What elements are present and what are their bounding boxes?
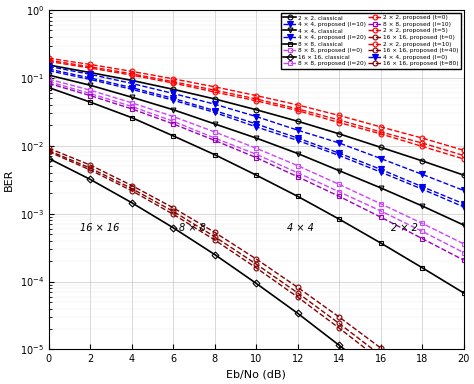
Text: 16 × 16: 16 × 16	[80, 223, 119, 233]
Text: 4 × 4: 4 × 4	[287, 223, 314, 233]
X-axis label: Eb/No (dB): Eb/No (dB)	[226, 370, 286, 380]
Text: 8 × 8: 8 × 8	[180, 223, 206, 233]
Y-axis label: BER: BER	[4, 169, 14, 191]
Legend: 2 × 2, classical, 4 × 4, proposed (I=10), 4 × 4, classical, 4 × 4, proposed (I=2: 2 × 2, classical, 4 × 4, proposed (I=10)…	[281, 13, 461, 68]
Text: 2 × 2: 2 × 2	[391, 223, 418, 233]
